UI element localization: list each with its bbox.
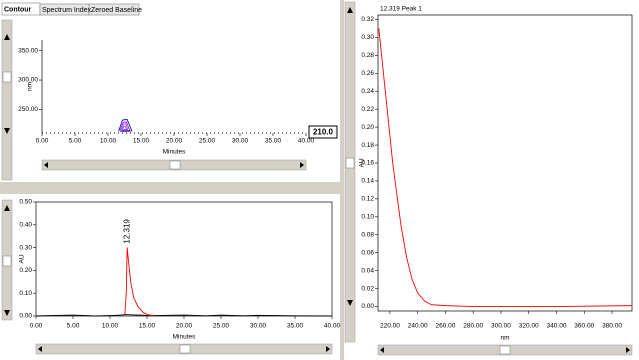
y-tick-label: 0.30	[19, 244, 32, 251]
wavelength-box[interactable]	[308, 125, 338, 139]
contour-line	[119, 121, 131, 132]
y-tick-label: 0.32	[361, 16, 374, 23]
y-tick-label: 0.08	[361, 231, 374, 238]
scroll-thumb[interactable]	[499, 345, 511, 355]
trace	[124, 247, 155, 316]
scroll-thumb[interactable]	[2, 255, 12, 267]
y-tick-label: 0.26	[361, 70, 374, 77]
scrollbar[interactable]	[1, 19, 13, 181]
y-tick-label: 0.02	[361, 285, 374, 292]
x-tick-label: 300.00	[491, 323, 511, 330]
y-tick-label: 0.10	[19, 290, 32, 297]
scroll-arrow[interactable]	[4, 310, 10, 316]
y-tick-label: 0.00	[19, 313, 32, 320]
x-tick-label: 30.00	[250, 323, 267, 330]
tab-label[interactable]: Spectrum Index	[42, 7, 92, 14]
wavelength-value[interactable]: 210.0	[313, 128, 334, 137]
plot-frame	[35, 201, 333, 317]
y-axis-label: AU	[359, 158, 366, 167]
tab-label[interactable]: Contour	[4, 6, 31, 13]
scroll-arrow[interactable]	[4, 205, 10, 211]
x-tick-label: 40.00	[324, 323, 341, 330]
y-tick-label: 0.20	[19, 267, 32, 274]
y-axis-label: nm	[27, 82, 34, 91]
x-tick-label: 0.00	[36, 138, 49, 145]
peak-label: 12.319	[122, 219, 131, 244]
x-tick-label: 20.00	[176, 323, 193, 330]
x-tick-label: 5.00	[67, 323, 80, 330]
y-tick-label: 0.28	[361, 52, 374, 59]
scroll-arrow[interactable]	[347, 7, 353, 13]
x-tick-label: 380.00	[602, 323, 622, 330]
scroll-arrow[interactable]	[44, 162, 48, 168]
scroll-thumb[interactable]	[169, 160, 181, 170]
x-tick-label: 40.00	[298, 138, 315, 145]
x-tick-label: 320.00	[519, 323, 539, 330]
scroll-arrow[interactable]	[326, 346, 330, 352]
y-tick-label: 350.00	[18, 47, 38, 54]
x-tick-label: 10.00	[102, 323, 119, 330]
x-tick-label: 340.00	[547, 323, 567, 330]
y-tick-label: 0.40	[19, 222, 32, 229]
x-tick-label: 360.00	[574, 323, 594, 330]
x-tick-label: 25.00	[199, 138, 216, 145]
tab[interactable]	[88, 3, 140, 16]
x-tick-label: 220.00	[380, 323, 400, 330]
scroll-thumb[interactable]	[345, 157, 355, 169]
y-tick-label: 0.06	[361, 249, 374, 256]
chart-title: 12.319 Peak 1	[380, 6, 422, 13]
x-tick-label: 0.00	[30, 323, 43, 330]
x-tick-label: 20.00	[166, 138, 183, 145]
x-tick-label: 280.00	[463, 323, 483, 330]
x-tick-label: 240.00	[408, 323, 428, 330]
x-tick-label: 35.00	[265, 138, 282, 145]
y-tick-label: 0.18	[361, 142, 374, 149]
x-tick-label: 15.00	[133, 138, 150, 145]
y-tick-label: 300.00	[18, 77, 38, 84]
x-tick-label: 260.00	[436, 323, 456, 330]
y-tick-label: 0.04	[361, 267, 374, 274]
scroll-arrow[interactable]	[38, 346, 42, 352]
x-tick-label: 5.00	[69, 138, 82, 145]
x-tick-label: 35.00	[287, 323, 304, 330]
y-tick-label: 0.12	[361, 196, 374, 203]
contour-line	[118, 119, 133, 132]
x-tick-label: 10.00	[100, 138, 117, 145]
contour-line	[122, 125, 128, 130]
y-tick-label: 0.10	[361, 214, 374, 221]
trace	[378, 28, 632, 307]
y-tick-label: 250.00	[18, 106, 38, 113]
x-axis-label: nm	[500, 335, 509, 342]
scroll-arrow[interactable]	[626, 347, 630, 353]
y-tick-label: 0.30	[361, 34, 374, 41]
tab-label[interactable]: Zeroed Baseline	[91, 7, 142, 14]
scroll-arrow[interactable]	[4, 128, 10, 134]
y-tick-label: 0.20	[361, 124, 374, 131]
x-tick-label: 15.00	[139, 323, 156, 330]
y-tick-label: 0.00	[361, 303, 374, 310]
x-tick-label: 30.00	[232, 138, 249, 145]
y-tick-label: 0.22	[361, 106, 374, 113]
plot-frame	[377, 14, 633, 312]
y-tick-label: 0.50	[19, 199, 32, 206]
tab-bar: Contour Spectrum Index Zeroed Baseline	[1, 2, 142, 16]
contour-line	[120, 123, 129, 131]
scroll-thumb[interactable]	[179, 344, 191, 354]
x-axis-label: Minutes	[173, 334, 197, 341]
y-tick-label: 0.24	[361, 88, 374, 95]
x-axis-label: Minutes	[163, 149, 187, 156]
y-tick-label: 0.14	[361, 178, 374, 185]
scroll-thumb[interactable]	[2, 71, 12, 83]
x-tick-label: 25.00	[213, 323, 230, 330]
scrollbar[interactable]	[344, 1, 356, 343]
splitter[interactable]	[340, 0, 344, 360]
scroll-arrow[interactable]	[300, 162, 304, 168]
y-axis-label: AU	[19, 254, 26, 263]
scroll-arrow[interactable]	[347, 300, 353, 306]
y-tick-label: 0.16	[361, 160, 374, 167]
scroll-arrow[interactable]	[380, 347, 384, 353]
splitter[interactable]	[0, 182, 340, 194]
scroll-arrow[interactable]	[4, 34, 10, 40]
